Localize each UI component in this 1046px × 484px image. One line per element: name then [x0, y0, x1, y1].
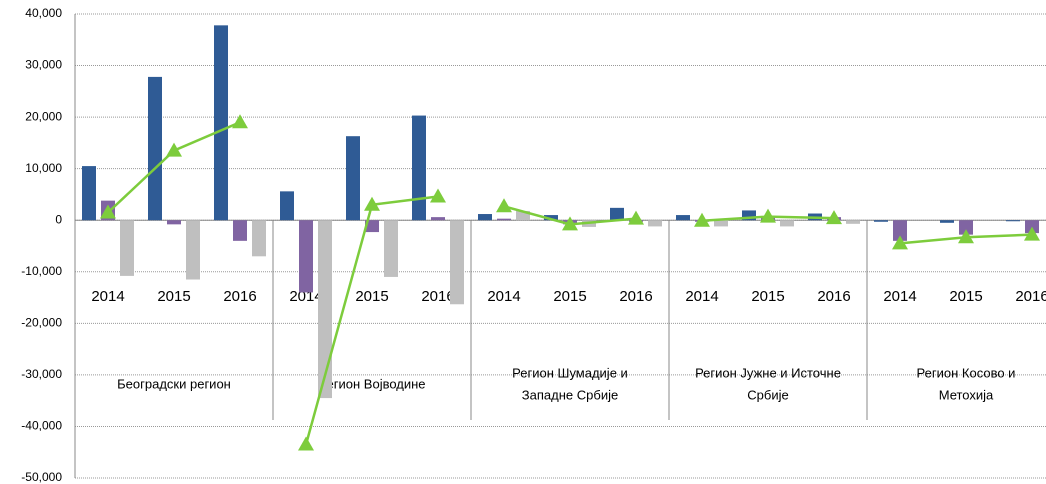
group-label: Регион Војводине	[318, 376, 425, 391]
line-marker	[892, 235, 908, 250]
line-marker	[100, 204, 116, 219]
bar	[82, 166, 96, 221]
x-tick-label: 2014	[883, 288, 916, 305]
bar	[874, 220, 888, 222]
bar	[120, 220, 134, 276]
group-label: Србије	[747, 387, 788, 402]
group-label: Регион Шумадије и	[512, 365, 628, 380]
y-tick-label: 30,000	[25, 58, 62, 72]
bar	[478, 214, 492, 221]
x-tick-label: 2014	[685, 288, 718, 305]
line-marker	[628, 210, 644, 225]
y-tick-label: 10,000	[25, 161, 62, 175]
bar	[780, 220, 794, 227]
bar	[346, 136, 360, 221]
bar	[148, 76, 162, 221]
bar	[214, 25, 228, 221]
x-tick-label: 2016	[619, 288, 652, 305]
x-tick-label: 2014	[91, 288, 124, 305]
bar	[299, 220, 313, 293]
y-tick-label: 20,000	[25, 109, 62, 123]
bar	[742, 210, 756, 221]
x-tick-label: 2016	[817, 288, 850, 305]
line-marker	[166, 142, 182, 157]
bar	[1006, 220, 1020, 222]
line-marker	[364, 196, 380, 211]
x-tick-label: 2016	[1015, 288, 1046, 305]
y-tick-label: -20,000	[21, 316, 62, 330]
bar	[431, 217, 445, 221]
bar	[280, 191, 294, 221]
line-marker	[496, 198, 512, 213]
y-tick-label: -10,000	[21, 264, 62, 278]
x-tick-label: 2015	[157, 288, 190, 305]
x-tick-label: 2015	[355, 288, 388, 305]
group-label: Западне Србије	[522, 387, 618, 402]
y-tick-label: -50,000	[21, 470, 62, 484]
group-label: Београдски регион	[117, 376, 231, 391]
line-marker	[760, 208, 776, 223]
y-tick-label: 40,000	[25, 6, 62, 20]
x-tick-label: 2016	[421, 288, 454, 305]
bar	[610, 207, 624, 221]
line-marker	[298, 436, 314, 451]
group-label: Регион Јужне и Источне	[695, 365, 841, 380]
bar	[365, 220, 379, 233]
bar	[412, 115, 426, 221]
bar	[318, 220, 332, 399]
line-marker	[958, 229, 974, 244]
x-tick-label: 2015	[949, 288, 982, 305]
bar	[167, 220, 181, 225]
x-tick-label: 2016	[223, 288, 256, 305]
bar	[846, 220, 860, 224]
x-tick-label: 2015	[553, 288, 586, 305]
x-tick-label: 2014	[289, 288, 322, 305]
bar	[893, 220, 907, 241]
bar	[186, 220, 200, 280]
group-label: Метохија	[939, 387, 994, 402]
line-marker	[232, 114, 248, 129]
bar	[676, 215, 690, 221]
group-label: Регион Косово и	[917, 365, 1016, 380]
line-marker	[1024, 226, 1040, 241]
bar	[959, 220, 973, 235]
y-tick-label: -40,000	[21, 419, 62, 433]
bar	[233, 220, 247, 241]
bar	[384, 220, 398, 277]
bar	[516, 210, 530, 221]
bar	[252, 220, 266, 257]
line-marker	[694, 212, 710, 227]
y-tick-label: 0	[55, 212, 62, 226]
bar	[940, 220, 954, 223]
line-marker	[826, 210, 842, 225]
x-tick-label: 2014	[487, 288, 520, 305]
bar	[544, 215, 558, 221]
line-marker	[430, 188, 446, 203]
bar	[450, 220, 464, 305]
line-marker	[562, 216, 578, 231]
bar	[648, 220, 662, 227]
y-tick-label: -30,000	[21, 367, 62, 381]
bar	[714, 220, 728, 227]
bar	[497, 218, 511, 221]
x-tick-label: 2015	[751, 288, 784, 305]
